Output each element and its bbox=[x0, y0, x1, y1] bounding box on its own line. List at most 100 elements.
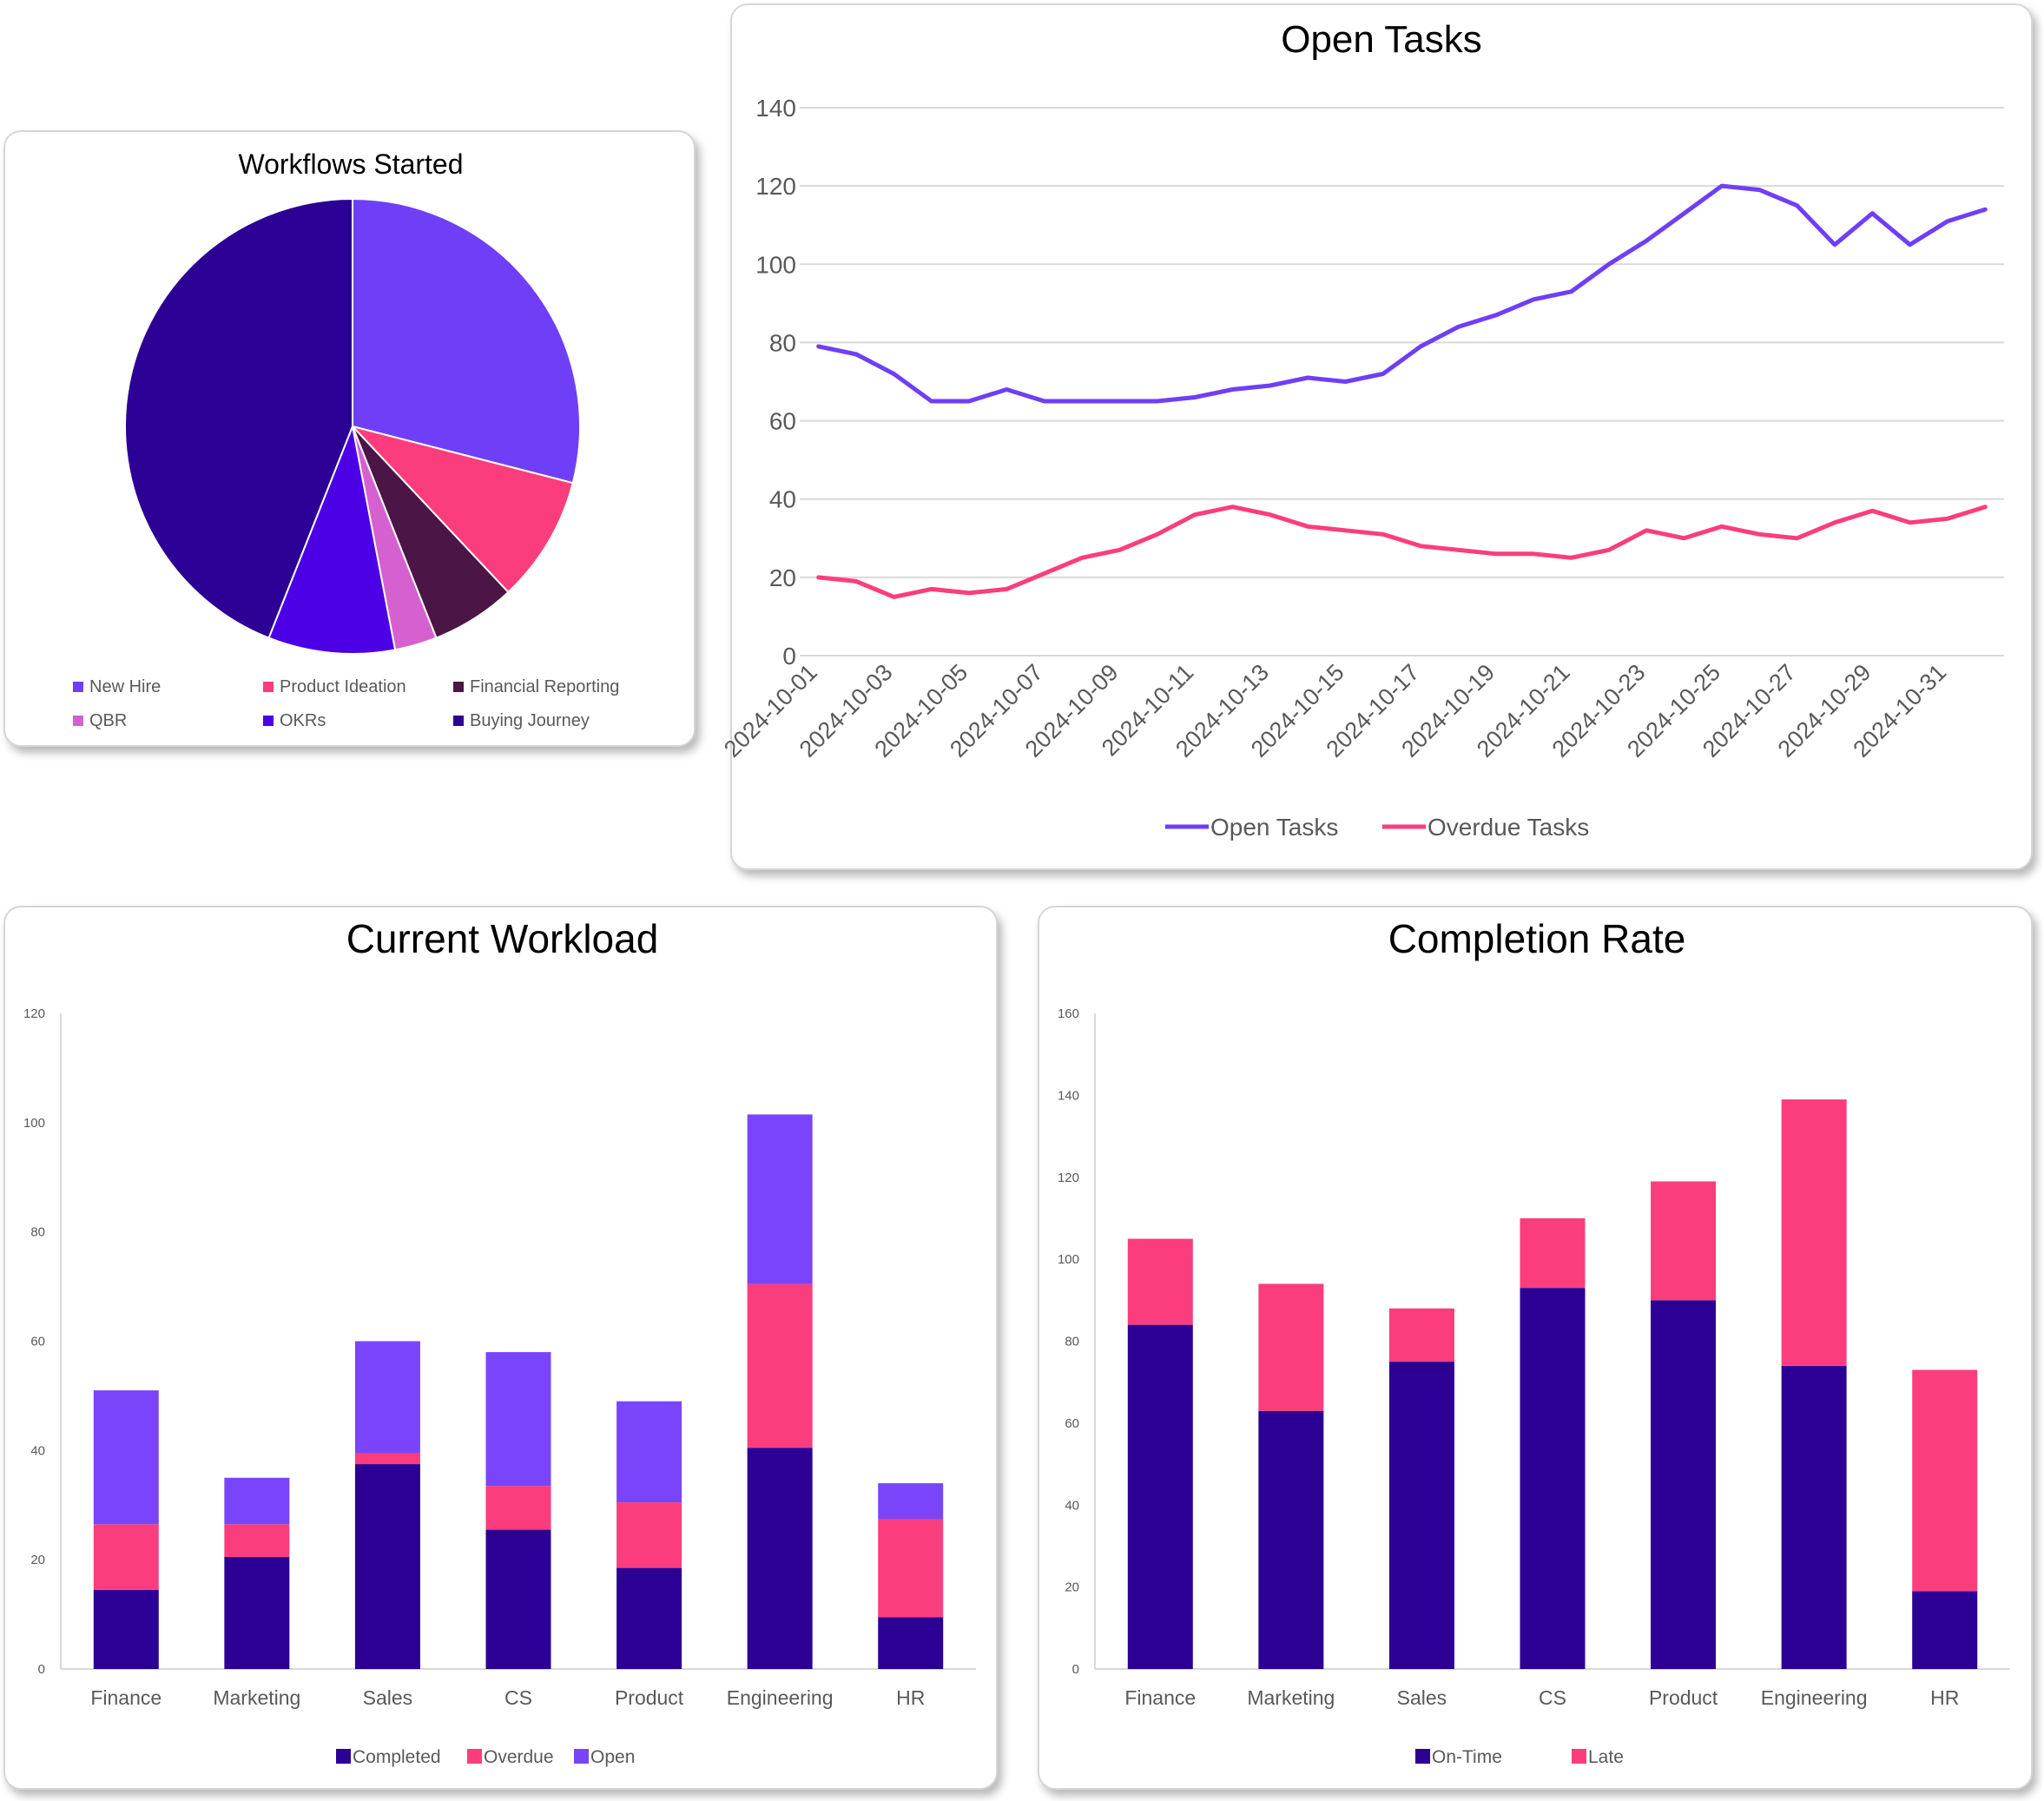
y-tick-label: 100 bbox=[23, 1116, 45, 1131]
legend-swatch-completed bbox=[336, 1749, 351, 1764]
bar-sales-late bbox=[1388, 1308, 1454, 1362]
y-tick-label: 0 bbox=[1072, 1662, 1079, 1677]
x-tick-label: HR bbox=[1930, 1686, 1959, 1709]
legend-label-open-tasks: Open Tasks bbox=[1210, 814, 1338, 841]
bar-finance-completed bbox=[93, 1589, 159, 1669]
legend-swatch-buying-journey bbox=[453, 716, 464, 726]
legend-swatch-late bbox=[1572, 1749, 1586, 1764]
x-tick-label: Engineering bbox=[1761, 1686, 1868, 1709]
y-tick-label: 140 bbox=[1058, 1088, 1079, 1103]
x-tick-label: Marketing bbox=[213, 1686, 300, 1709]
legend-swatch-new-hire bbox=[73, 682, 83, 692]
workflows-started-chart: Workflows Started New Hire Product Ideatio… bbox=[73, 148, 619, 730]
workflows-started-card: Workflows Started New Hire Product Ideatio… bbox=[3, 130, 696, 747]
bar-marketing-open bbox=[224, 1477, 290, 1525]
legend-swatch-financial-reporting bbox=[453, 682, 464, 692]
legend-label-product-ideation: Product Ideation bbox=[280, 677, 406, 696]
pie-slice-buying-journey bbox=[124, 197, 353, 639]
y-tick-label: 20 bbox=[30, 1553, 45, 1567]
y-tick-label: 40 bbox=[769, 486, 796, 513]
x-tick-label: Finance bbox=[90, 1686, 162, 1709]
bar-marketing-late bbox=[1258, 1283, 1324, 1411]
legend-swatch-overdue bbox=[467, 1749, 482, 1764]
bar-hr-overdue bbox=[878, 1518, 944, 1618]
bar-cs-overdue bbox=[485, 1486, 551, 1530]
series-line-open-tasks bbox=[816, 183, 1988, 404]
y-tick-label: 20 bbox=[769, 564, 796, 591]
chart-title: Current Workload bbox=[346, 916, 659, 961]
x-tick-label: CS bbox=[1539, 1686, 1566, 1709]
legend-label-overdue-tasks: Overdue Tasks bbox=[1428, 814, 1589, 841]
bar-marketing-completed bbox=[224, 1557, 290, 1669]
current-workload-chart: Current Workload 0 20 40 60 80 100 120 Finance Ma… bbox=[23, 916, 976, 1767]
legend-swatch-product-ideation bbox=[263, 682, 274, 692]
bar-sales-completed bbox=[354, 1464, 420, 1669]
chart-title: Open Tasks bbox=[1281, 18, 1482, 61]
legend-label-late: Late bbox=[1588, 1747, 1624, 1767]
completion-rate-card: Completion Rate 0 20 40 60 80 100 120 140 160 Fina… bbox=[1038, 906, 2033, 1790]
bar-product-overdue bbox=[616, 1502, 682, 1568]
legend-swatch-open bbox=[574, 1749, 589, 1764]
legend-label-overdue: Overdue bbox=[484, 1747, 554, 1767]
chart-title: Completion Rate bbox=[1388, 916, 1686, 961]
chart-title: Workflows Started bbox=[238, 148, 463, 180]
bar-engineering-completed bbox=[747, 1448, 813, 1669]
open-tasks-card: Open Tasks 0 20 40 60 80 100 120 140 2024-10-01 20… bbox=[719, 3, 2033, 870]
x-tick-label: HR bbox=[896, 1686, 925, 1709]
y-tick-label: 160 bbox=[1058, 1006, 1079, 1021]
bar-product-open bbox=[616, 1401, 682, 1503]
bar-hr-on-time bbox=[1912, 1591, 1978, 1669]
bar-hr-completed bbox=[878, 1617, 944, 1669]
bar-hr-open bbox=[878, 1483, 944, 1519]
y-tick-label: 0 bbox=[38, 1662, 45, 1677]
x-tick-label: Sales bbox=[363, 1686, 413, 1709]
bar-product-completed bbox=[616, 1567, 682, 1669]
x-tick-label: Product bbox=[1649, 1686, 1718, 1709]
y-tick-label: 40 bbox=[1065, 1498, 1079, 1513]
legend-swatch-on-time bbox=[1415, 1749, 1430, 1764]
bar-marketing-overdue bbox=[224, 1524, 290, 1558]
bar-sales-overdue bbox=[354, 1453, 420, 1465]
x-tick-label: Engineering bbox=[727, 1686, 834, 1709]
y-tick-label: 60 bbox=[769, 408, 796, 435]
y-tick-label: 140 bbox=[755, 95, 796, 122]
bar-marketing-on-time bbox=[1258, 1410, 1324, 1669]
legend-swatch-okrs bbox=[263, 716, 274, 726]
bar-engineering-open bbox=[747, 1114, 813, 1284]
x-tick-label: CS bbox=[504, 1686, 532, 1709]
bar-finance-open bbox=[93, 1390, 159, 1525]
y-tick-label: 120 bbox=[755, 173, 796, 200]
y-tick-label: 40 bbox=[30, 1443, 45, 1458]
legend-swatch-qbr bbox=[73, 716, 83, 726]
y-tick-label: 80 bbox=[769, 329, 796, 356]
bar-cs-on-time bbox=[1520, 1288, 1586, 1669]
y-tick-label: 80 bbox=[1065, 1335, 1079, 1349]
bar-finance-on-time bbox=[1127, 1324, 1193, 1669]
bar-sales-open bbox=[354, 1341, 420, 1454]
bar-cs-completed bbox=[485, 1529, 551, 1669]
bar-engineering-overdue bbox=[747, 1283, 813, 1448]
current-workload-card: Current Workload 0 20 40 60 80 100 120 Finance Ma… bbox=[3, 906, 998, 1790]
y-tick-label: 100 bbox=[1058, 1252, 1079, 1267]
bar-hr-late bbox=[1912, 1369, 1978, 1592]
legend-label-new-hire: New Hire bbox=[89, 677, 161, 696]
completion-rate-chart: Completion Rate 0 20 40 60 80 100 120 140 160 Fina… bbox=[1058, 916, 2010, 1767]
pie-slice-new-hire bbox=[352, 197, 582, 485]
bar-cs-late bbox=[1520, 1217, 1586, 1289]
bar-engineering-late bbox=[1781, 1099, 1847, 1366]
legend-label-buying-journey: Buying Journey bbox=[470, 711, 590, 730]
y-tick-label: 60 bbox=[30, 1335, 45, 1349]
x-tick-label: Marketing bbox=[1247, 1686, 1335, 1709]
y-tick-label: 100 bbox=[755, 251, 796, 278]
bar-finance-late bbox=[1127, 1238, 1193, 1325]
bar-sales-on-time bbox=[1388, 1362, 1454, 1669]
y-tick-label: 80 bbox=[30, 1225, 45, 1240]
y-tick-label: 120 bbox=[23, 1006, 45, 1021]
pie-slice-okrs bbox=[267, 423, 397, 655]
x-tick-label: Sales bbox=[1397, 1686, 1447, 1709]
legend-label-okrs: OKRs bbox=[280, 711, 326, 730]
bar-cs-open bbox=[485, 1352, 551, 1487]
bar-product-on-time bbox=[1651, 1300, 1717, 1669]
pie-slice-product-ideation bbox=[349, 425, 574, 594]
y-tick-label: 120 bbox=[1058, 1171, 1079, 1185]
